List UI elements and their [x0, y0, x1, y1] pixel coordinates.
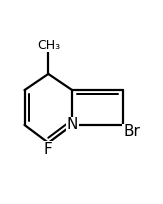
Text: F: F: [44, 142, 53, 157]
Text: CH₃: CH₃: [37, 39, 60, 52]
Text: N: N: [67, 118, 78, 132]
Text: Br: Br: [123, 124, 140, 139]
